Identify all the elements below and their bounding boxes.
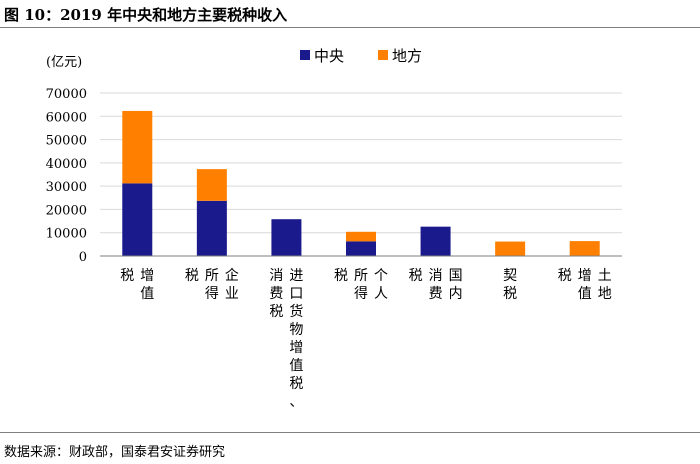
bars bbox=[122, 110, 600, 256]
y-tick-label: 30000 bbox=[46, 180, 87, 195]
x-category-text: 税 bbox=[558, 268, 572, 284]
x-category-text: 所得 bbox=[354, 268, 368, 302]
gridlines bbox=[100, 92, 622, 234]
x-category-text: 所得 bbox=[205, 268, 219, 302]
legend-swatch-local bbox=[378, 50, 388, 60]
bar-central bbox=[122, 183, 153, 256]
y-tick-label: 20000 bbox=[46, 203, 87, 218]
bar-local bbox=[569, 241, 600, 256]
bar-local bbox=[346, 231, 376, 242]
y-tick-label: 0 bbox=[79, 250, 87, 265]
bar-local bbox=[495, 241, 526, 256]
chart-title: 图 10：2019 年中央和地方主要税种收入 bbox=[4, 6, 288, 24]
bar-local bbox=[122, 110, 153, 184]
y-tick-label: 60000 bbox=[46, 110, 87, 125]
x-category-text: 消费 bbox=[429, 268, 443, 302]
bar-central bbox=[271, 219, 302, 256]
source-note: 数据来源：财政部，国泰君安证券研究 bbox=[4, 445, 226, 460]
x-category-text: 国内 bbox=[449, 268, 463, 302]
bar-local bbox=[196, 169, 227, 201]
y-tick-label: 40000 bbox=[46, 157, 87, 172]
legend-swatch-central bbox=[300, 50, 310, 60]
y-axis-ticks: 0 10000 20000 30000 40000 50000 60000 70000 bbox=[46, 87, 87, 265]
x-category-text: 土地 bbox=[598, 268, 612, 302]
x-category-text: 税 bbox=[409, 268, 423, 284]
x-category-text: 企业 bbox=[225, 267, 239, 302]
x-category-text: 增值 bbox=[140, 268, 154, 302]
y-tick-label: 50000 bbox=[46, 134, 87, 149]
legend-label: 中央 bbox=[314, 47, 344, 65]
bar-chart: (亿元) 中央 地方 0 10000 20000 30000 40000 50000 6000… bbox=[46, 47, 622, 410]
x-category-text: 税 bbox=[120, 268, 134, 284]
x-category-text: 进口货物增值税、 bbox=[289, 268, 303, 410]
y-tick-label: 70000 bbox=[46, 87, 87, 102]
title-bar: 图 10：2019 年中央和地方主要税种收入 bbox=[0, 0, 700, 28]
x-category-text: 税 bbox=[334, 268, 348, 284]
x-category-text: 契税 bbox=[503, 268, 517, 302]
x-category-label: 契税 bbox=[503, 268, 517, 302]
x-category-text: 个人 bbox=[374, 268, 388, 302]
x-category-text: 税 bbox=[185, 268, 199, 284]
y-unit-label: (亿元) bbox=[46, 55, 82, 70]
bar-central bbox=[196, 200, 227, 256]
y-tick-label: 10000 bbox=[46, 227, 87, 242]
x-category-label: 进口货物增值税、消费税 bbox=[269, 268, 303, 410]
bar-central bbox=[420, 226, 451, 256]
x-category-label: 增值税 bbox=[120, 268, 154, 302]
x-category-text: 增值 bbox=[578, 268, 592, 302]
source-bar: 数据来源：财政部，国泰君安证券研究 bbox=[0, 432, 700, 464]
legend-label: 地方 bbox=[392, 47, 422, 65]
legend: 中央 地方 bbox=[300, 47, 422, 65]
bar-central bbox=[346, 241, 376, 256]
x-category-text: 消费税 bbox=[269, 268, 283, 320]
